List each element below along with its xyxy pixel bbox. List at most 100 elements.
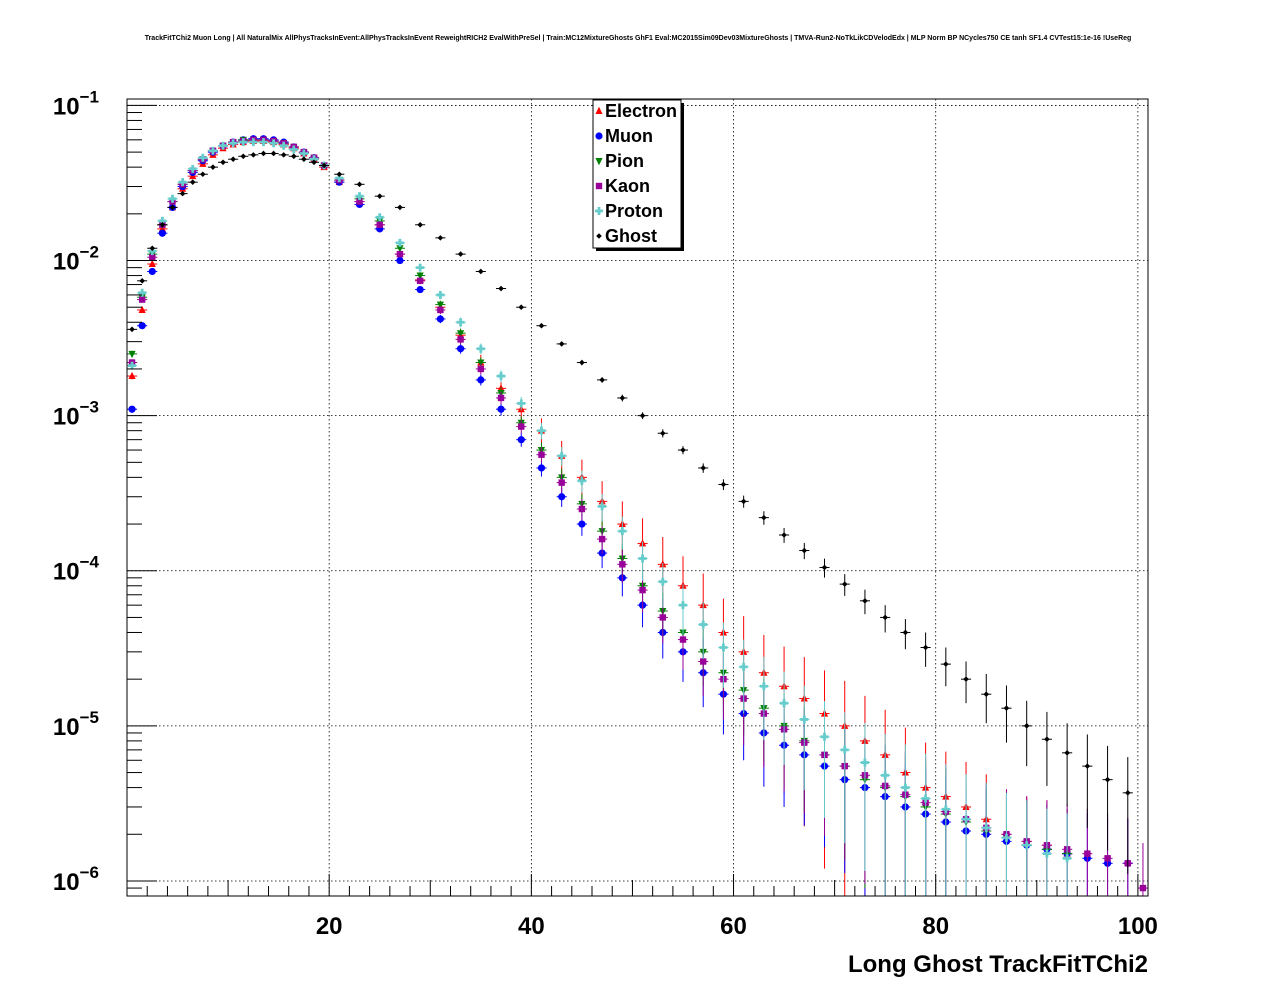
kaon-point (1139, 884, 1147, 892)
proton-point (719, 643, 728, 652)
proton-point (860, 758, 869, 767)
proton-point (310, 155, 319, 164)
electron-point (148, 259, 156, 267)
proton-point (229, 139, 238, 148)
ghost-point (210, 164, 216, 170)
kaon-point (659, 614, 666, 621)
ghost-point (397, 204, 403, 211)
proton-point (335, 174, 344, 183)
proton-point (239, 138, 248, 147)
pion-point (396, 245, 404, 253)
ghost-point (1084, 763, 1091, 769)
ghost-point (270, 150, 277, 157)
proton-point (1022, 841, 1031, 850)
proton-point (638, 554, 647, 563)
ghost-point (518, 304, 525, 311)
kaon-point (619, 561, 626, 568)
ghost-point (801, 547, 808, 554)
kaon-point (376, 221, 383, 228)
muon-point (148, 267, 156, 276)
ghost-point (478, 268, 484, 275)
proton-point (476, 344, 485, 353)
proton-point (598, 502, 607, 511)
proton-point (739, 662, 748, 671)
proton-point (1063, 854, 1072, 863)
ghost-point (902, 629, 909, 636)
kaon-point (457, 336, 464, 343)
proton-point (618, 527, 627, 536)
proton-point (416, 263, 425, 272)
ghost-point (781, 532, 787, 538)
ghost-point (336, 171, 343, 178)
ghost-point (149, 245, 156, 252)
ghost-point (943, 661, 949, 667)
legend-box (592, 99, 682, 249)
proton-point (188, 164, 197, 173)
y-tick-label: 10−5 (53, 708, 99, 741)
legend-marker-pion (595, 158, 603, 166)
proton-point (259, 138, 268, 147)
ghost-point (558, 341, 565, 347)
kaon-point (578, 505, 586, 513)
proton-point (820, 732, 829, 741)
ghost-point (1064, 750, 1070, 756)
legend-marker-kaon (595, 182, 603, 190)
ghost-point (680, 447, 686, 453)
ghost-point (230, 156, 236, 163)
kaon-point (679, 636, 687, 643)
ghost-point (1023, 723, 1030, 729)
kaon-point (639, 586, 646, 594)
kaon-point (538, 451, 545, 458)
ghost-point (240, 153, 247, 160)
ghost-point (220, 159, 226, 166)
proton-point (138, 288, 147, 297)
y-tick-label: 10−2 (53, 243, 99, 276)
proton-point (219, 141, 228, 150)
plot-frame (126, 98, 1149, 897)
ghost-point (1044, 736, 1050, 743)
proton-point (658, 577, 667, 586)
pion-point (436, 301, 444, 309)
y-tick-label: 10−1 (53, 87, 99, 120)
proton-point (901, 783, 910, 792)
kaon-point (497, 394, 505, 402)
ghost-point (189, 179, 196, 185)
proton-point (678, 601, 687, 610)
kaon-point (437, 306, 444, 314)
muon-point (436, 315, 444, 323)
grid (127, 99, 1148, 896)
proton-point (1002, 833, 1011, 842)
muon-point (138, 322, 146, 330)
kaon-point (558, 479, 565, 486)
legend-label-kaon: Kaon (605, 176, 650, 196)
proton-point (168, 194, 177, 203)
ghost-point (862, 598, 868, 604)
legend-marker-proton (595, 207, 603, 215)
legend: Electron Muon Pion Kaon Proton Ghost (592, 99, 684, 251)
proton-point (982, 823, 991, 832)
kaon-point (518, 423, 525, 430)
electron-point (138, 305, 146, 313)
ghost-point (457, 251, 464, 257)
ghost-point (260, 150, 267, 157)
electron-point (128, 371, 136, 380)
muon-point (578, 520, 586, 528)
ghost-point (619, 395, 626, 401)
ghost-point (761, 514, 767, 521)
ghost-point (579, 359, 585, 366)
kaon-point (1084, 850, 1091, 857)
plot-title: TrackFitTChi2 Muon Long | All NaturalMix… (144, 35, 1132, 42)
x-axis-label: Long Ghost TrackFitTChi2 (848, 951, 1148, 978)
ghost-point (169, 204, 176, 211)
proton-point (921, 794, 930, 803)
muon-point (158, 229, 166, 237)
kaon-point (149, 254, 156, 261)
y-tick-label: 10−4 (53, 553, 100, 586)
kaon-point (700, 658, 707, 665)
muon-point (396, 256, 404, 265)
muon-point (477, 376, 485, 384)
ghost-point (740, 498, 747, 505)
proton-point (577, 476, 586, 485)
proton-point (279, 141, 288, 150)
